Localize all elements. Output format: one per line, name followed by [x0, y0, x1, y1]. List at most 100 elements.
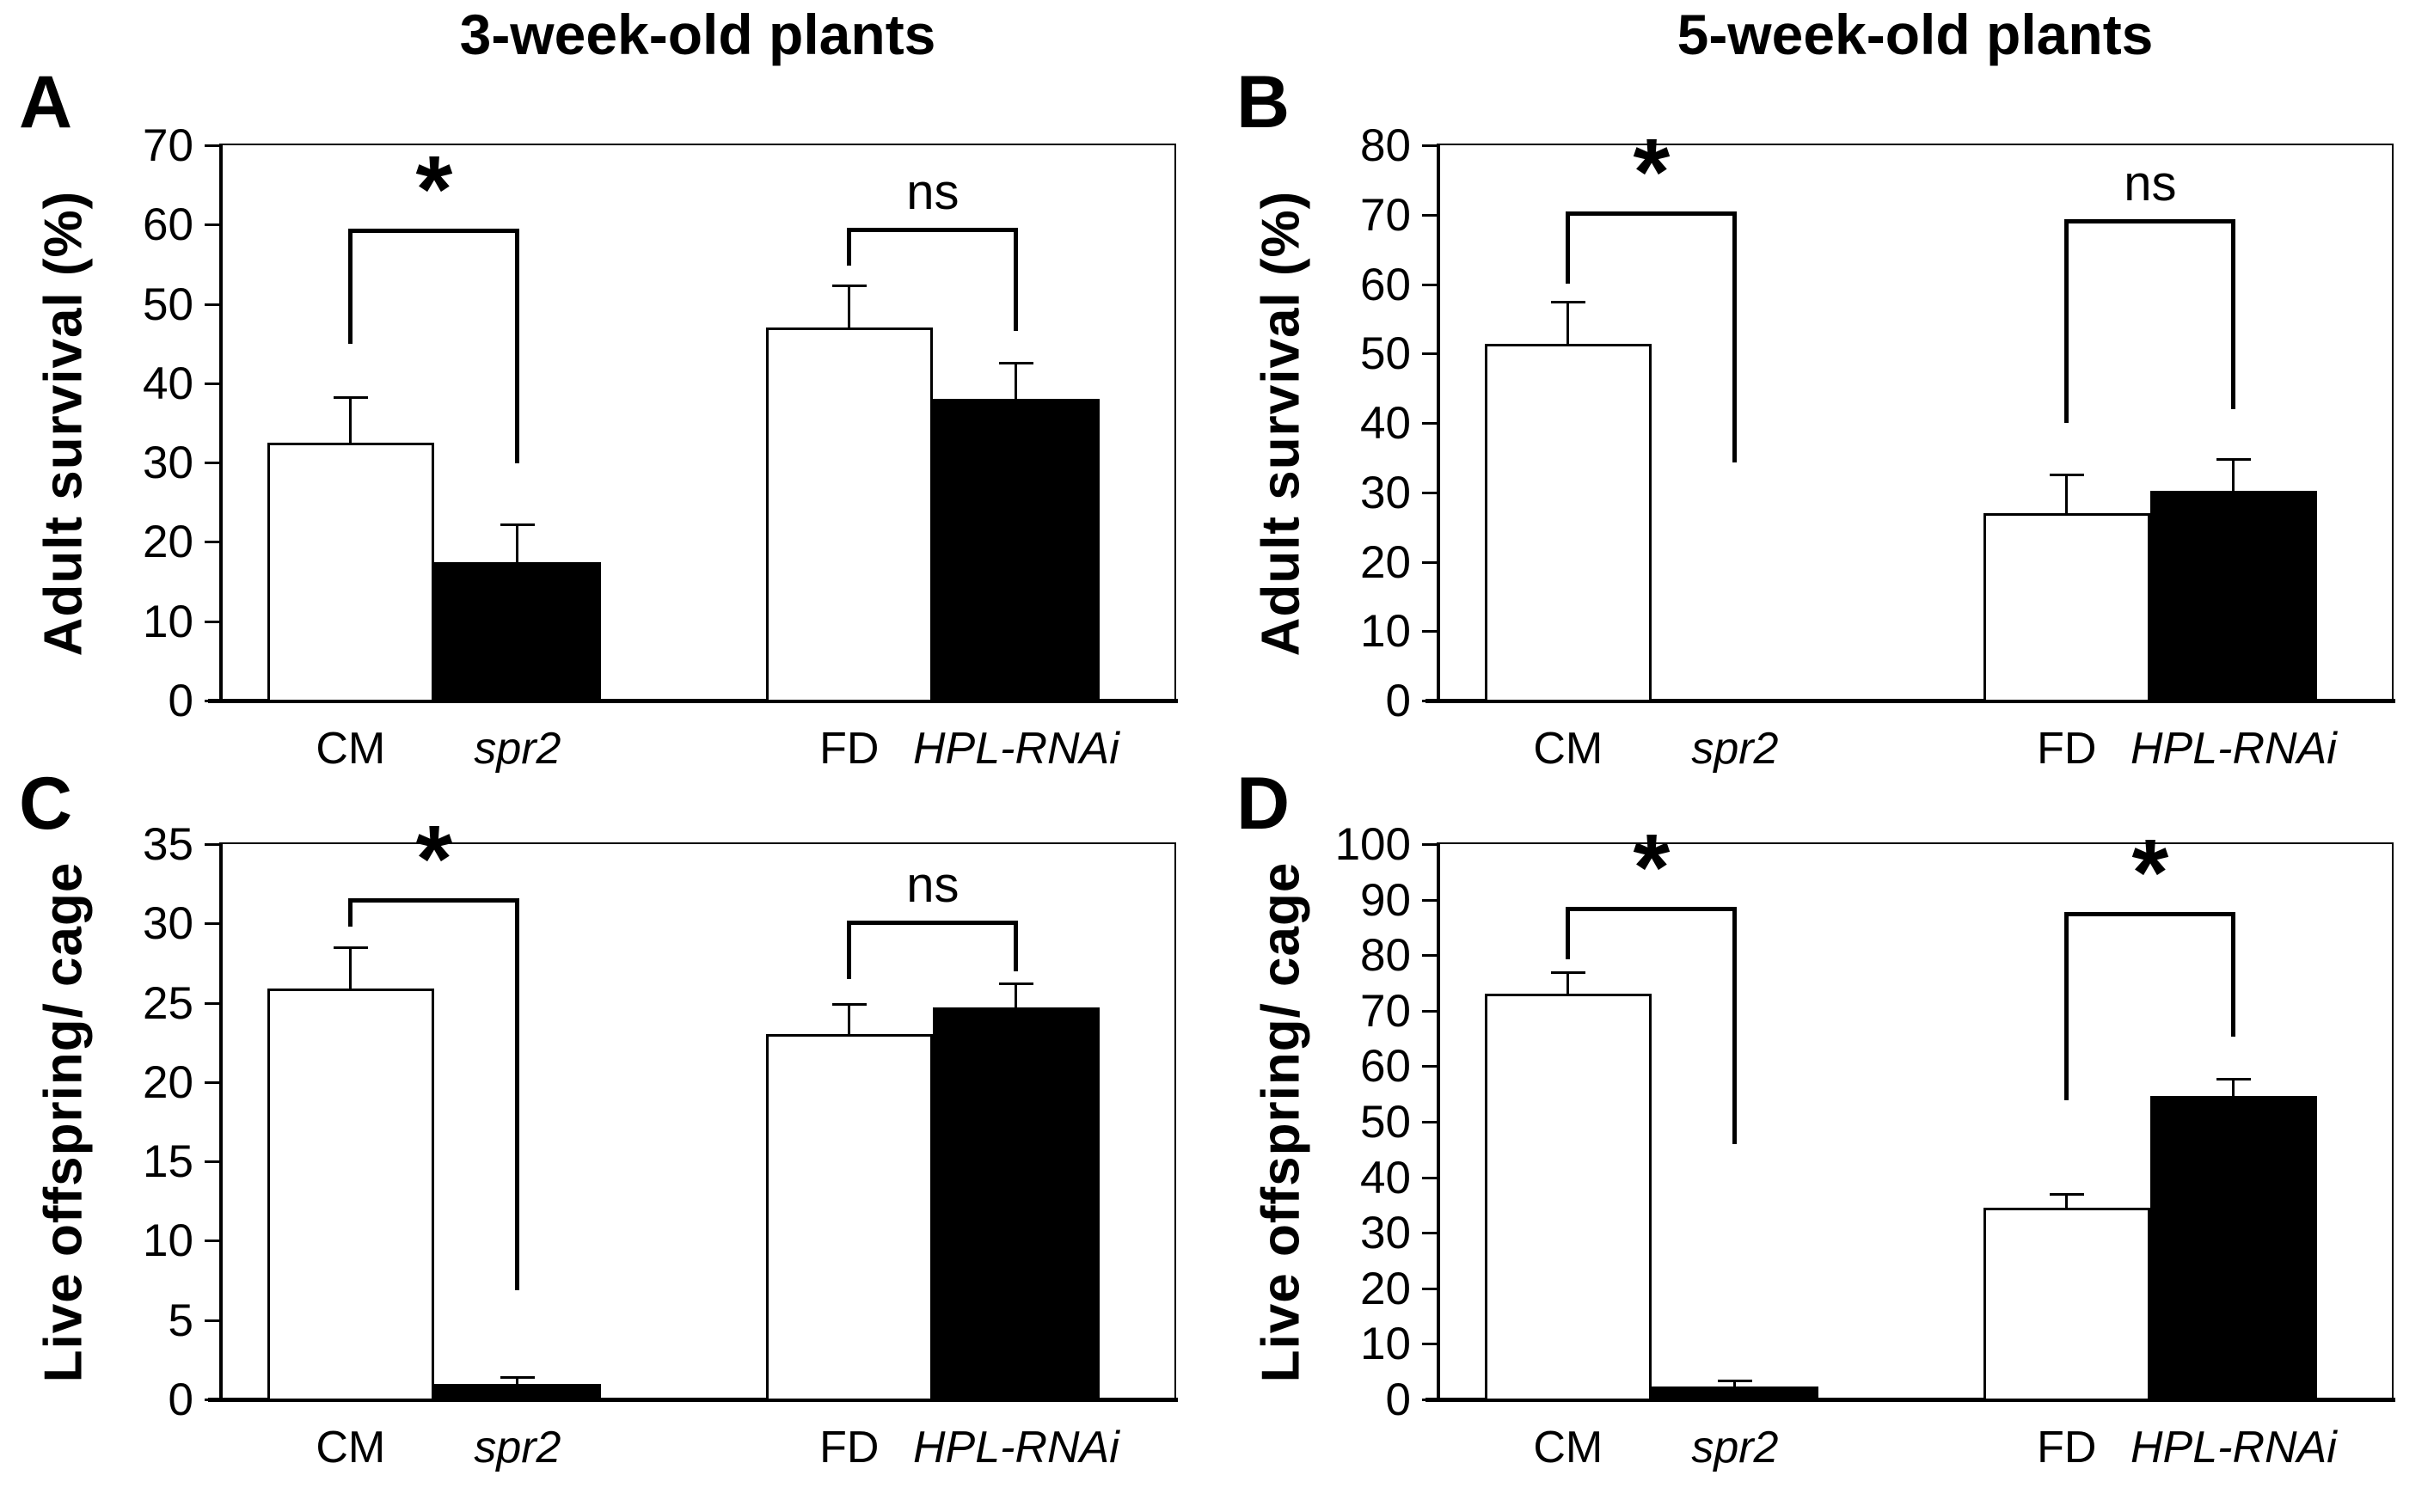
x-label-HPL-RNAi-c: HPL-RNAi [912, 1423, 1119, 1472]
sig-label-ns-c: ns [906, 856, 959, 913]
column-title-5-week: 5-week-old plants [1677, 3, 2154, 66]
y-tick-label-b: 30 [1360, 467, 1411, 518]
sig-bracket-top-a [847, 227, 1019, 232]
y-tick-d [1422, 1121, 1437, 1123]
sig-bracket-arm-d [1732, 906, 1738, 1144]
error-bar-cap-c [831, 1003, 867, 1007]
y-tick-c [205, 1001, 219, 1005]
x-label-spr2-b: spr2 [1691, 724, 1779, 774]
bar-spr2-a [433, 562, 601, 702]
y-tick-label-a: 60 [143, 199, 193, 251]
y-tick-b [1422, 144, 1437, 147]
y-tick-label-c: 10 [143, 1215, 193, 1267]
sig-bracket-top-a [348, 228, 520, 233]
error-bar-cap-d [1717, 1380, 1752, 1383]
y-tick-label-d: 80 [1360, 930, 1411, 982]
y-tick-b [1422, 560, 1437, 564]
error-bar-cap-a [333, 395, 368, 399]
y-tick-a [205, 620, 219, 623]
error-bar-line-a [1015, 362, 1018, 400]
bar-HPL-RNAi-d [2149, 1096, 2317, 1401]
sig-label-star-c: * [415, 805, 453, 912]
y-tick-label-c: 30 [143, 898, 193, 950]
error-bar-line-c [848, 1004, 851, 1035]
sig-bracket-top-c [348, 897, 520, 903]
y-tick-b [1422, 213, 1437, 217]
y-tick-c [205, 1399, 219, 1401]
y-tick-b [1422, 283, 1437, 286]
sig-bracket-arm-d [2064, 912, 2069, 1101]
sig-bracket-arm-a [348, 228, 353, 344]
y-tick-label-c: 25 [143, 977, 193, 1029]
x-label-FD-b: FD [2037, 724, 2097, 774]
y-tick-b [1422, 700, 1437, 702]
bar-HPL-RNAi-c [932, 1007, 1100, 1401]
y-tick-c [205, 1080, 219, 1084]
y-tick-label-c: 35 [143, 819, 193, 870]
y-tick-a [205, 303, 219, 306]
y-tick-d [1422, 1176, 1437, 1179]
y-tick-b [1422, 352, 1437, 356]
error-bar-line-d [2065, 1193, 2069, 1209]
y-tick-d [1422, 1009, 1437, 1013]
y-tick-b [1422, 630, 1437, 634]
sig-label-ns-a: ns [906, 163, 959, 220]
x-axis-line-a [208, 699, 1178, 703]
y-tick-d [1422, 954, 1437, 958]
bar-FD-c [765, 1034, 933, 1401]
y-tick-label-c: 0 [168, 1374, 193, 1425]
y-tick-label-a: 70 [143, 120, 193, 171]
y-tick-a [205, 382, 219, 385]
y-axis-line-b [1438, 144, 1440, 702]
sig-bracket-arm-c [1014, 920, 1019, 971]
error-bar-line-d [1733, 1380, 1737, 1387]
error-bar-line-a [516, 524, 519, 563]
y-tick-label-d: 70 [1360, 985, 1411, 1037]
bar-HPL-RNAi-b [2149, 491, 2317, 702]
error-bar-cap-a [998, 361, 1033, 364]
y-tick-label-b: 10 [1360, 606, 1411, 658]
y-tick-c [205, 1319, 219, 1322]
y-tick-label-d: 10 [1360, 1319, 1411, 1370]
error-bar-cap-d [2216, 1078, 2251, 1081]
bar-CM-a [267, 443, 434, 702]
x-label-FD-d: FD [2037, 1423, 2097, 1472]
y-tick-label-b: 60 [1360, 259, 1411, 310]
panel-label-c: C [19, 762, 73, 845]
error-bar-cap-b [1550, 301, 1585, 304]
y-tick-a [205, 144, 219, 147]
y-axis-line-d [1438, 842, 1440, 1401]
x-label-CM-d: CM [1533, 1423, 1603, 1472]
y-tick-d [1422, 898, 1437, 902]
y-tick-label-d: 30 [1360, 1208, 1411, 1259]
error-bar-line-a [349, 396, 353, 444]
bar-CM-b [1484, 343, 1652, 702]
x-label-spr2-d: spr2 [1691, 1423, 1779, 1472]
y-tick-c [205, 1160, 219, 1164]
y-tick-label-a: 30 [143, 438, 193, 489]
y-tick-d [1422, 1287, 1437, 1290]
error-bar-line-d [1566, 971, 1570, 994]
bar-FD-a [765, 327, 933, 702]
bar-FD-b [1983, 512, 2150, 702]
y-tick-label-b: 20 [1360, 536, 1411, 588]
y-tick-label-b: 70 [1360, 189, 1411, 241]
y-tick-b [1422, 422, 1437, 425]
sig-label-star-a: * [415, 136, 453, 242]
y-tick-label-b: 40 [1360, 398, 1411, 449]
sig-bracket-arm-c [847, 920, 852, 979]
y-tick-label-d: 60 [1360, 1041, 1411, 1093]
y-tick-label-c: 15 [143, 1136, 193, 1188]
y-tick-label-b: 0 [1385, 676, 1411, 726]
bar-CM-d [1484, 993, 1652, 1401]
bar-CM-c [267, 988, 434, 1401]
y-tick-d [1422, 1065, 1437, 1068]
error-bar-cap-c [998, 982, 1033, 986]
x-label-spr2-a: spr2 [474, 724, 561, 774]
panel-label-d: D [1236, 762, 1291, 845]
panel-label-b: B [1236, 61, 1291, 144]
sig-bracket-arm-c [348, 897, 353, 927]
x-label-HPL-RNAi-d: HPL-RNAi [2130, 1423, 2337, 1472]
y-tick-label-d: 40 [1360, 1152, 1411, 1203]
